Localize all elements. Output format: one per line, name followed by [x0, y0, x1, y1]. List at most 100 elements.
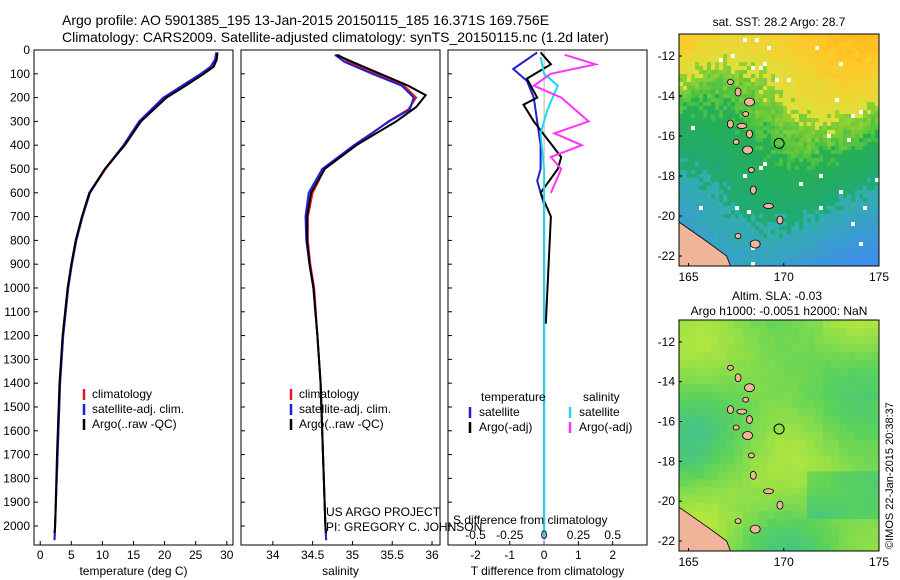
map-cell [827, 198, 832, 203]
map-cell [871, 320, 880, 329]
map-cell [691, 114, 696, 119]
map-cell [795, 242, 800, 247]
map-cell [843, 114, 848, 119]
map-cell [783, 114, 788, 119]
map-cell [699, 94, 704, 99]
map-cell [787, 86, 792, 91]
map-cell [759, 399, 768, 409]
map-cell [871, 535, 880, 544]
map-cell [727, 154, 732, 159]
legend-label: satellite-adj. clim. [299, 402, 391, 416]
map-cell [791, 150, 796, 155]
map-cell [739, 134, 744, 139]
map-cell [839, 238, 844, 243]
map-cell [743, 359, 752, 369]
map-cell [839, 110, 844, 115]
map-cell [723, 162, 728, 167]
map-cell [703, 138, 708, 143]
map-cell [823, 58, 828, 63]
map-cell [695, 146, 700, 151]
map-cell [867, 94, 872, 99]
map-cell [795, 258, 800, 263]
map-cell [679, 138, 684, 143]
map-cell [819, 166, 824, 171]
map-cell [691, 206, 696, 211]
map-cell [711, 391, 720, 401]
map-cell [767, 335, 776, 345]
map-cell [799, 383, 808, 393]
map-cell [847, 110, 852, 115]
map-cell [807, 182, 812, 187]
map-cell [763, 170, 768, 175]
island [763, 488, 774, 495]
map-cell [679, 70, 684, 75]
map-cell [691, 102, 696, 107]
map-cell [707, 74, 712, 79]
map-cell [731, 90, 736, 95]
map-cell [815, 415, 824, 424]
map-cell [743, 495, 752, 504]
map-cell [715, 46, 720, 51]
map-cell [727, 134, 732, 139]
map-cell [823, 146, 828, 151]
map-cell [871, 50, 876, 55]
map-cell [807, 202, 812, 207]
map-cell [851, 238, 856, 243]
map-cell [735, 527, 744, 536]
map-cell [731, 158, 736, 163]
map-cell [795, 182, 800, 187]
map-cell [847, 42, 852, 47]
map-cell [711, 407, 720, 416]
map-cell [855, 423, 864, 432]
map-cell [779, 230, 784, 235]
map-cell [779, 262, 784, 267]
map-cell [743, 130, 748, 135]
map-cell [831, 154, 836, 159]
map-cell [755, 254, 760, 259]
map-cell [695, 391, 704, 401]
map-cell [715, 86, 720, 91]
map-cell [799, 543, 808, 552]
map-cell [715, 230, 720, 235]
map-cell [767, 527, 776, 536]
map-cell [743, 479, 752, 488]
map-cell [711, 335, 720, 345]
map-cell [755, 226, 760, 231]
map-cell [755, 182, 760, 187]
map-cell [795, 138, 800, 143]
map-cell [767, 130, 772, 135]
map-cell [783, 38, 788, 43]
map-cell [783, 367, 792, 377]
map-cell [803, 154, 808, 159]
map-cell [683, 166, 688, 171]
map-cell [803, 122, 808, 127]
map-cell [839, 431, 848, 440]
map-cell [727, 206, 732, 211]
map-cell [863, 527, 872, 536]
map-cell [743, 142, 748, 147]
map-cell [767, 383, 776, 393]
map-cell [811, 238, 816, 243]
map-cell [811, 102, 816, 107]
map-cell [767, 391, 776, 401]
map-cell [759, 375, 768, 385]
map-cell [715, 122, 720, 127]
map-cell [807, 34, 812, 39]
map-cell [859, 78, 864, 83]
map-cell [695, 399, 704, 409]
map-cell [771, 202, 776, 207]
map-cell [875, 126, 880, 131]
map-cell [727, 98, 732, 103]
map-cell [799, 487, 808, 496]
map-cell [863, 46, 868, 51]
map-cell [699, 122, 704, 127]
map-cell [747, 158, 752, 163]
map-cell [691, 174, 696, 179]
map-cell [831, 487, 840, 496]
map-cell [799, 114, 804, 119]
map-cell [783, 226, 788, 231]
map-cell [875, 170, 880, 175]
map-cell [831, 66, 836, 71]
map-cell [735, 222, 740, 227]
map-cell [855, 218, 860, 223]
